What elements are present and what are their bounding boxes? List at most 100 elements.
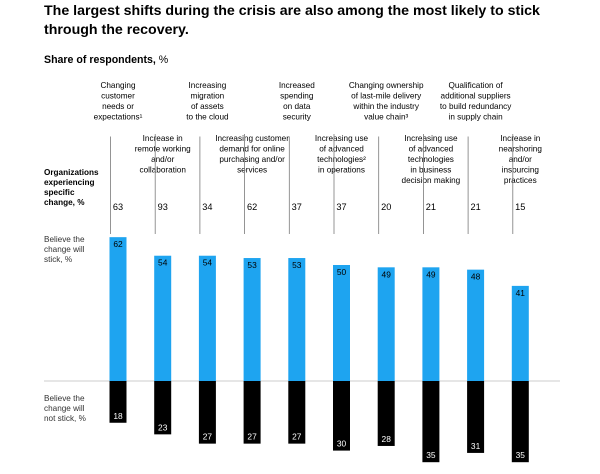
not-stick-bar-2 [198,381,216,444]
category-label-1-1: remote working [135,145,191,154]
row-label-experiencing-0: Organizations [44,168,99,177]
category-label-9-3: insourcing [502,166,540,175]
not-stick-bar-9 [511,381,529,463]
stick-value-6: 49 [382,269,392,279]
category-label-0-2: needs or [102,102,134,111]
experiencing-value-8: 21 [470,202,480,212]
stick-value-1: 54 [158,258,168,268]
stick-value-4: 53 [292,260,302,270]
category-label-4-1: spending [280,92,314,101]
category-label-2-0: Increasing [189,81,227,90]
not-stick-value-1: 23 [158,422,168,432]
category-label-0-3: expectations¹ [94,113,143,122]
category-label-6-2: within the industry [352,102,419,111]
stick-value-3: 53 [247,260,257,270]
stick-value-2: 54 [203,258,213,268]
experiencing-value-6: 20 [381,202,391,212]
not-stick-bar-6 [377,381,395,446]
category-label-0-0: Changing [100,81,135,90]
stick-value-9: 41 [516,288,526,298]
not-stick-value-8: 31 [471,441,481,451]
row-label-experiencing-1: experiencing [44,178,95,187]
experiencing-value-4: 37 [292,202,302,212]
stick-bar-0 [109,237,127,381]
row-label-stick-2: stick, % [44,255,72,264]
stick-bar-5 [333,265,350,381]
category-label-0-1: customer [101,92,135,101]
category-label-7-0: Increasing use [404,134,458,143]
category-label-8-3: in supply chain [449,113,504,122]
row-label-not-stick-0: Believe the [44,394,85,403]
row-label-not-stick-2: not stick, % [44,414,86,423]
not-stick-bar-8 [467,381,485,453]
not-stick-bar-0 [109,381,127,423]
not-stick-value-4: 27 [292,432,302,442]
stick-bar-8 [467,269,485,381]
category-label-3-3: services [237,166,267,175]
stick-value-5: 50 [337,267,347,277]
not-stick-value-0: 18 [113,411,123,421]
not-stick-bar-5 [333,381,350,451]
category-label-2-2: of assets [191,102,224,111]
category-label-5-3: in operations [318,166,365,175]
stick-bar-1 [154,255,172,381]
not-stick-value-5: 30 [337,439,347,449]
category-label-7-1: of advanced [409,145,454,154]
row-label-stick-1: change will [44,245,85,254]
row-label-experiencing-3: change, % [44,198,85,207]
category-label-7-3: in business [410,166,451,175]
not-stick-value-7: 35 [426,450,436,460]
not-stick-value-3: 27 [247,432,257,442]
category-label-5-2: technologies² [317,155,366,164]
experiencing-value-9: 15 [515,202,525,212]
chart-title: The largest shifts during the crisis are… [44,3,540,38]
chart-subtitle: Share of respondents, % [44,53,168,67]
not-stick-bar-4 [288,381,306,444]
stick-bar-9 [511,285,529,381]
category-label-1-3: collaboration [139,166,186,175]
subtitle-unit: % [155,54,169,66]
experiencing-value-0: 63 [113,202,123,212]
category-label-9-2: and/or [509,155,532,164]
stick-bar-4 [288,258,306,381]
category-label-3-1: demand for online [219,145,285,154]
experiencing-value-3: 62 [247,202,257,212]
category-label-3-0: Increasing customer [215,134,289,143]
category-label-8-2: to build redundancy [440,102,512,111]
category-label-9-4: practices [504,176,537,185]
subtitle-bold: Share of respondents, [44,54,156,66]
category-label-1-2: and/or [151,155,174,164]
category-label-9-1: nearshoring [499,145,543,154]
not-stick-bar-7 [422,381,440,463]
category-label-8-1: additional suppliers [441,92,511,101]
not-stick-value-6: 28 [382,434,392,444]
not-stick-value-9: 35 [516,450,526,460]
stick-bar-6 [377,267,395,381]
category-label-9-0: Increase in [500,134,540,143]
stick-value-8: 48 [471,272,481,282]
category-label-3-2: purchasing and/or [219,155,285,164]
category-label-4-2: on data [283,102,311,111]
stick-value-0: 62 [113,239,123,249]
category-label-5-0: Increasing use [315,134,369,143]
row-label-not-stick-1: change will [44,404,85,413]
not-stick-bar-1 [154,381,172,435]
row-label-experiencing-2: specific [44,188,75,197]
category-label-2-1: migration [191,92,225,101]
not-stick-value-2: 27 [203,432,213,442]
row-label-stick-0: Believe the [44,235,85,244]
stick-bar-7 [422,267,440,381]
experiencing-value-5: 37 [336,202,346,212]
experiencing-value-1: 93 [158,202,168,212]
stick-bar-2 [198,255,216,381]
category-label-6-3: value chain³ [364,113,408,122]
category-label-4-3: security [283,113,312,122]
category-label-6-1: of last-mile delivery [351,92,422,101]
category-label-1-0: Increase in [143,134,183,143]
category-label-7-4: decision making [402,176,461,185]
experiencing-value-7: 21 [426,202,436,212]
category-label-5-1: of advanced [319,145,364,154]
category-label-7-2: technologies [408,155,454,164]
experiencing-value-2: 34 [202,202,212,212]
